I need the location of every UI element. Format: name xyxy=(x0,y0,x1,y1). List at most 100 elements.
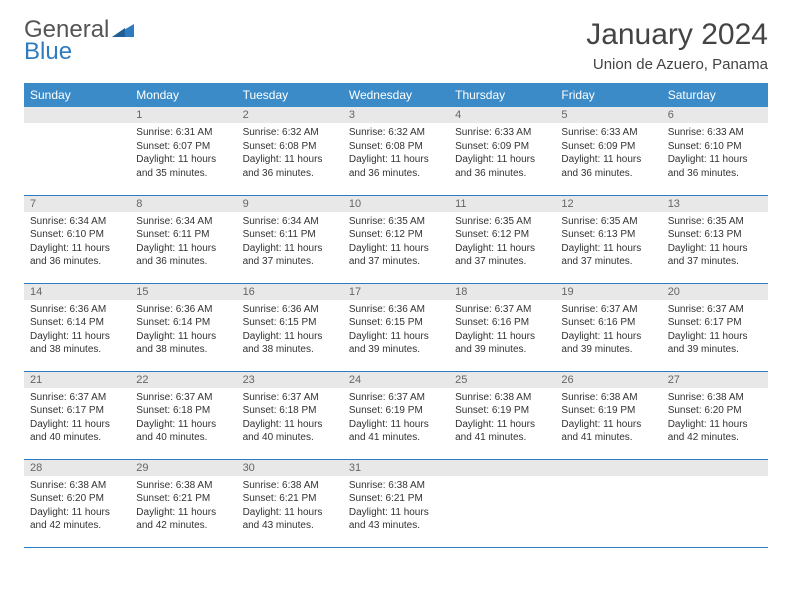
day-details: Sunrise: 6:36 AMSunset: 6:14 PMDaylight:… xyxy=(130,300,236,361)
calendar-day-cell: 19Sunrise: 6:37 AMSunset: 6:16 PMDayligh… xyxy=(555,283,661,371)
sunset-text: Sunset: 6:17 PM xyxy=(668,316,762,330)
calendar-day-cell: 27Sunrise: 6:38 AMSunset: 6:20 PMDayligh… xyxy=(662,371,768,459)
title-block: January 2024 Union de Azuero, Panama xyxy=(586,18,768,73)
calendar-day-cell: 15Sunrise: 6:36 AMSunset: 6:14 PMDayligh… xyxy=(130,283,236,371)
calendar-day-cell xyxy=(555,459,661,547)
day-details: Sunrise: 6:38 AMSunset: 6:20 PMDaylight:… xyxy=(662,388,768,449)
daylight-text: Daylight: 11 hours and 42 minutes. xyxy=(136,506,230,533)
weekday-header: Sunday xyxy=(24,83,130,107)
sunrise-text: Sunrise: 6:38 AM xyxy=(561,391,655,405)
day-details: Sunrise: 6:33 AMSunset: 6:09 PMDaylight:… xyxy=(555,123,661,184)
calendar-week-row: 21Sunrise: 6:37 AMSunset: 6:17 PMDayligh… xyxy=(24,371,768,459)
sunset-text: Sunset: 6:19 PM xyxy=(455,404,549,418)
calendar-week-row: 7Sunrise: 6:34 AMSunset: 6:10 PMDaylight… xyxy=(24,195,768,283)
day-number: 15 xyxy=(130,284,236,300)
calendar-day-cell: 24Sunrise: 6:37 AMSunset: 6:19 PMDayligh… xyxy=(343,371,449,459)
day-number: 3 xyxy=(343,107,449,123)
calendar-day-cell: 16Sunrise: 6:36 AMSunset: 6:15 PMDayligh… xyxy=(237,283,343,371)
day-number xyxy=(24,107,130,123)
day-details: Sunrise: 6:34 AMSunset: 6:11 PMDaylight:… xyxy=(130,212,236,273)
day-details: Sunrise: 6:37 AMSunset: 6:16 PMDaylight:… xyxy=(555,300,661,361)
day-number: 6 xyxy=(662,107,768,123)
sunset-text: Sunset: 6:18 PM xyxy=(136,404,230,418)
logo-text-2: Blue xyxy=(24,40,134,64)
daylight-text: Daylight: 11 hours and 41 minutes. xyxy=(349,418,443,445)
weekday-header: Wednesday xyxy=(343,83,449,107)
weekday-header: Monday xyxy=(130,83,236,107)
sunrise-text: Sunrise: 6:38 AM xyxy=(455,391,549,405)
sunset-text: Sunset: 6:13 PM xyxy=(561,228,655,242)
sunset-text: Sunset: 6:20 PM xyxy=(668,404,762,418)
month-title: January 2024 xyxy=(586,18,768,52)
day-details: Sunrise: 6:38 AMSunset: 6:19 PMDaylight:… xyxy=(449,388,555,449)
daylight-text: Daylight: 11 hours and 37 minutes. xyxy=(561,242,655,269)
sunrise-text: Sunrise: 6:37 AM xyxy=(136,391,230,405)
daylight-text: Daylight: 11 hours and 41 minutes. xyxy=(561,418,655,445)
daylight-text: Daylight: 11 hours and 36 minutes. xyxy=(136,242,230,269)
day-details: Sunrise: 6:34 AMSunset: 6:10 PMDaylight:… xyxy=(24,212,130,273)
weekday-header: Tuesday xyxy=(237,83,343,107)
calendar-week-row: 14Sunrise: 6:36 AMSunset: 6:14 PMDayligh… xyxy=(24,283,768,371)
sunset-text: Sunset: 6:14 PM xyxy=(136,316,230,330)
daylight-text: Daylight: 11 hours and 37 minutes. xyxy=(243,242,337,269)
sunset-text: Sunset: 6:19 PM xyxy=(561,404,655,418)
sunrise-text: Sunrise: 6:37 AM xyxy=(243,391,337,405)
sunrise-text: Sunrise: 6:33 AM xyxy=(455,126,549,140)
day-number: 23 xyxy=(237,372,343,388)
calendar-day-cell: 23Sunrise: 6:37 AMSunset: 6:18 PMDayligh… xyxy=(237,371,343,459)
sunset-text: Sunset: 6:17 PM xyxy=(30,404,124,418)
sunset-text: Sunset: 6:21 PM xyxy=(349,492,443,506)
calendar-page: GeneralBlue January 2024 Union de Azuero… xyxy=(0,0,792,566)
day-details: Sunrise: 6:35 AMSunset: 6:12 PMDaylight:… xyxy=(343,212,449,273)
sunrise-text: Sunrise: 6:35 AM xyxy=(349,215,443,229)
logo-triangle-icon xyxy=(112,18,134,42)
sunset-text: Sunset: 6:09 PM xyxy=(561,140,655,154)
calendar-header-row: SundayMondayTuesdayWednesdayThursdayFrid… xyxy=(24,83,768,107)
daylight-text: Daylight: 11 hours and 36 minutes. xyxy=(561,153,655,180)
sunset-text: Sunset: 6:11 PM xyxy=(136,228,230,242)
sunrise-text: Sunrise: 6:37 AM xyxy=(455,303,549,317)
day-number: 12 xyxy=(555,196,661,212)
day-details: Sunrise: 6:37 AMSunset: 6:18 PMDaylight:… xyxy=(237,388,343,449)
daylight-text: Daylight: 11 hours and 36 minutes. xyxy=(30,242,124,269)
day-details: Sunrise: 6:37 AMSunset: 6:17 PMDaylight:… xyxy=(24,388,130,449)
sunset-text: Sunset: 6:11 PM xyxy=(243,228,337,242)
daylight-text: Daylight: 11 hours and 37 minutes. xyxy=(349,242,443,269)
day-number: 19 xyxy=(555,284,661,300)
calendar-day-cell: 17Sunrise: 6:36 AMSunset: 6:15 PMDayligh… xyxy=(343,283,449,371)
day-details: Sunrise: 6:35 AMSunset: 6:13 PMDaylight:… xyxy=(662,212,768,273)
calendar-day-cell: 8Sunrise: 6:34 AMSunset: 6:11 PMDaylight… xyxy=(130,195,236,283)
sunset-text: Sunset: 6:18 PM xyxy=(243,404,337,418)
day-details: Sunrise: 6:32 AMSunset: 6:08 PMDaylight:… xyxy=(237,123,343,184)
calendar-day-cell: 26Sunrise: 6:38 AMSunset: 6:19 PMDayligh… xyxy=(555,371,661,459)
day-number: 4 xyxy=(449,107,555,123)
calendar-day-cell: 12 Sunrise: 6:35 AMSunset: 6:13 PMDayligh… xyxy=(555,195,661,283)
location-subtitle: Union de Azuero, Panama xyxy=(586,56,768,73)
calendar-day-cell: 31Sunrise: 6:38 AMSunset: 6:21 PMDayligh… xyxy=(343,459,449,547)
sunrise-text: Sunrise: 6:36 AM xyxy=(30,303,124,317)
sunrise-text: Sunrise: 6:36 AM xyxy=(136,303,230,317)
daylight-text: Daylight: 11 hours and 39 minutes. xyxy=(668,330,762,357)
day-details: Sunrise: 6:32 AMSunset: 6:08 PMDaylight:… xyxy=(343,123,449,184)
day-number xyxy=(555,460,661,476)
calendar-day-cell: 13Sunrise: 6:35 AMSunset: 6:13 PMDayligh… xyxy=(662,195,768,283)
daylight-text: Daylight: 11 hours and 42 minutes. xyxy=(30,506,124,533)
sunrise-text: Sunrise: 6:33 AM xyxy=(668,126,762,140)
day-number: 31 xyxy=(343,460,449,476)
daylight-text: Daylight: 11 hours and 43 minutes. xyxy=(349,506,443,533)
sunset-text: Sunset: 6:10 PM xyxy=(668,140,762,154)
calendar-day-cell: 21Sunrise: 6:37 AMSunset: 6:17 PMDayligh… xyxy=(24,371,130,459)
day-details: Sunrise: 6:38 AMSunset: 6:20 PMDaylight:… xyxy=(24,476,130,537)
sunrise-text: Sunrise: 6:34 AM xyxy=(136,215,230,229)
sunrise-text: Sunrise: 6:35 AM xyxy=(561,215,655,229)
sunset-text: Sunset: 6:09 PM xyxy=(455,140,549,154)
weekday-header: Friday xyxy=(555,83,661,107)
day-number: 27 xyxy=(662,372,768,388)
daylight-text: Daylight: 11 hours and 37 minutes. xyxy=(455,242,549,269)
sunset-text: Sunset: 6:19 PM xyxy=(349,404,443,418)
sunrise-text: Sunrise: 6:35 AM xyxy=(455,215,549,229)
day-number: 7 xyxy=(24,196,130,212)
sunset-text: Sunset: 6:21 PM xyxy=(243,492,337,506)
day-details: Sunrise: 6:38 AMSunset: 6:19 PMDaylight:… xyxy=(555,388,661,449)
sunset-text: Sunset: 6:16 PM xyxy=(561,316,655,330)
